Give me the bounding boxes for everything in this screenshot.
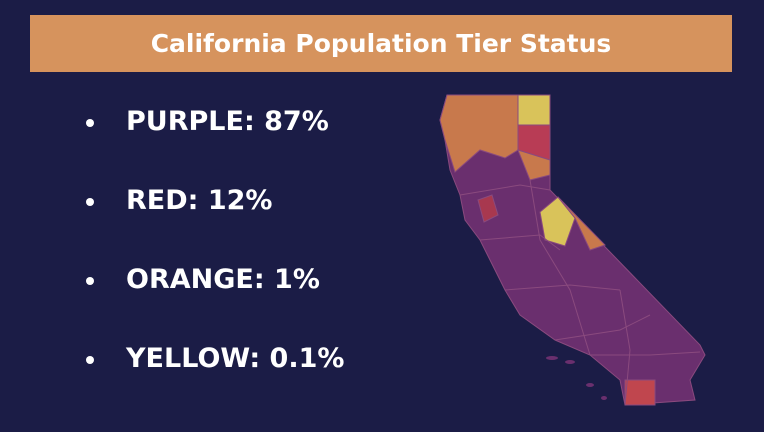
island	[565, 360, 575, 364]
island	[586, 383, 594, 387]
tier-list: PURPLE: 87% RED: 12% ORANGE: 1% YELLOW: …	[78, 106, 344, 422]
bullet	[86, 277, 94, 285]
bullet	[86, 198, 94, 206]
county-line	[590, 351, 701, 356]
islands	[546, 356, 607, 400]
title-bar: California Population Tier Status	[30, 15, 732, 72]
county-line	[554, 314, 651, 341]
tier-text: YELLOW: 0.1%	[126, 343, 345, 374]
county-lines	[459, 179, 701, 406]
county-line	[504, 284, 621, 291]
red-region	[477, 194, 499, 223]
island	[546, 356, 558, 360]
county-line	[459, 184, 551, 196]
tier-text: RED: 12%	[126, 185, 273, 216]
yellow-region	[517, 94, 551, 126]
bullet	[86, 356, 94, 364]
county-line	[529, 179, 591, 356]
tier-text: PURPLE: 87%	[126, 106, 329, 137]
tier-item: YELLOW: 0.1%	[78, 343, 344, 422]
bullet	[86, 119, 94, 127]
county-line	[619, 289, 631, 406]
island	[601, 396, 607, 400]
yellow-region	[539, 196, 576, 247]
tier-text: ORANGE: 1%	[126, 264, 320, 295]
tier-item: PURPLE: 87%	[78, 106, 344, 185]
title: California Population Tier Status	[150, 29, 612, 58]
red-region	[624, 379, 656, 406]
tier-item: ORANGE: 1%	[78, 264, 344, 343]
county-line	[479, 234, 561, 251]
orange-region	[517, 149, 551, 181]
orange-region	[557, 196, 606, 251]
tier-item: RED: 12%	[78, 185, 344, 264]
